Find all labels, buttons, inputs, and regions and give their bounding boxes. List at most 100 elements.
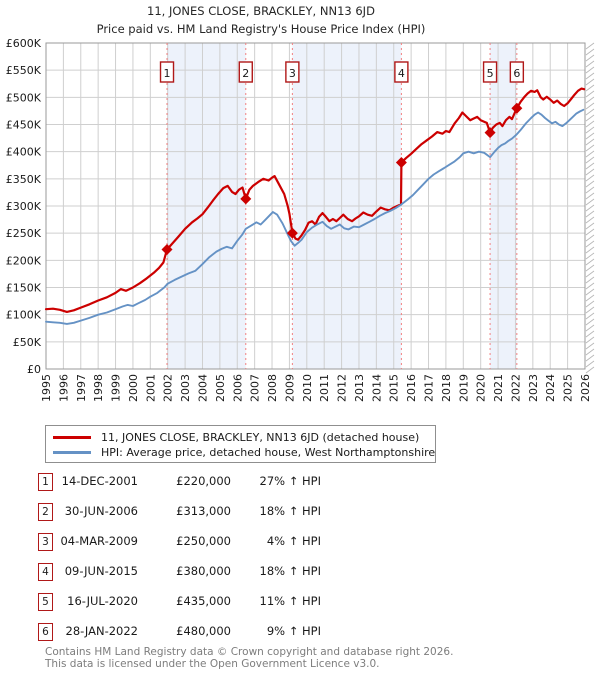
y-axis-tick-label: £100K [6, 309, 42, 322]
x-axis-tick-label: 2009 [283, 374, 296, 402]
hatch-mark [585, 138, 595, 146]
hatch-mark [585, 222, 595, 230]
hatch-mark [585, 318, 595, 326]
hatch-mark [585, 84, 595, 92]
sale-number-box [509, 61, 525, 83]
hatch-mark [585, 102, 595, 110]
hatch-mark [585, 186, 595, 194]
sale-number-box [394, 61, 409, 83]
sale-number-label: 5 [487, 67, 494, 80]
hatch-mark [585, 168, 595, 176]
hatch-mark [585, 72, 595, 80]
sale-number: 3 [38, 532, 53, 551]
sale-hpi-delta: 9% ↑ HPI [266, 624, 321, 638]
sale-number-label: 4 [398, 67, 405, 80]
hatch-mark [585, 348, 595, 356]
legend-label: HPI: Average price, detached house, West… [101, 446, 436, 459]
sale-number-label: 6 [513, 67, 520, 80]
page-subtitle: Price paid vs. HM Land Registry's House … [96, 22, 426, 36]
hatch-mark [585, 150, 595, 158]
x-axis-tick-label: 1998 [92, 374, 105, 402]
sale-date: 09-JUN-2015 [64, 564, 138, 578]
x-axis-tick-label: 1999 [110, 374, 123, 402]
hatch-mark [585, 282, 595, 290]
sale-hpi-delta: 11% ↑ HPI [259, 594, 321, 608]
hatch-mark [585, 306, 595, 314]
hatch-mark [585, 342, 595, 350]
y-axis-tick-label: £250K [6, 227, 42, 240]
sale-date: 16-JUL-2020 [67, 594, 138, 608]
hatch-mark [585, 264, 595, 272]
hatch-mark [585, 66, 595, 74]
hatch-mark [585, 192, 595, 200]
sale-hpi-delta: 27% ↑ HPI [259, 474, 321, 488]
sale-price: £380,000 [176, 564, 231, 578]
property-price-line [44, 87, 586, 313]
legend-item-property: 11, JONES CLOSE, BRACKLEY, NN13 6JD (det… [53, 430, 429, 445]
x-axis-tick-label: 1995 [40, 374, 53, 402]
sale-marker-diamond [484, 127, 496, 139]
sale-number-box [238, 61, 253, 83]
hatch-mark [585, 162, 595, 170]
footer-line-1: Contains HM Land Registry data © Crown c… [45, 646, 454, 658]
x-axis-tick-label: 2007 [249, 374, 262, 402]
hatch-mark [585, 204, 595, 212]
sale-number-label: 3 [289, 67, 296, 80]
x-axis-tick-label: 2026 [579, 374, 592, 402]
license-footer: Contains HM Land Registry data © Crown c… [45, 646, 454, 670]
sale-number-box [159, 61, 175, 83]
sale-date: 14-DEC-2001 [61, 474, 138, 488]
x-axis-tick-label: 2024 [544, 374, 557, 402]
sale-row: 2 30-JUN-2006 £313,000 18% ↑ HPI [38, 502, 321, 521]
hatch-mark [585, 312, 595, 320]
x-axis-tick-label: 2025 [562, 374, 575, 402]
hatch-mark [585, 330, 595, 338]
hatch-mark [585, 210, 595, 218]
x-axis-tick-label: 2003 [179, 374, 192, 402]
y-axis-tick-label: £400K [6, 146, 42, 159]
x-axis-tick-label: 2005 [214, 374, 227, 402]
footer-line-2: This data is licensed under the Open Gov… [45, 657, 380, 670]
hatch-mark [585, 252, 595, 260]
hatch-mark [585, 360, 595, 368]
sale-hpi-delta: 18% ↑ HPI [259, 564, 321, 578]
hpi-line [45, 108, 585, 325]
hatch-mark [585, 120, 595, 128]
sale-row: 1 14-DEC-2001 £220,000 27% ↑ HPI [38, 472, 321, 491]
hatch-mark [585, 42, 595, 50]
hatch-mark [585, 258, 595, 266]
hatch-mark [585, 132, 595, 140]
sale-row: 5 16-JUL-2020 £435,000 11% ↑ HPI [38, 592, 321, 611]
x-axis-tick-label: 2019 [457, 374, 470, 402]
x-axis-tick-label: 2001 [144, 374, 157, 402]
sale-number: 2 [38, 502, 53, 521]
x-axis-tick-label: 2011 [318, 374, 331, 402]
sale-number: 4 [38, 562, 53, 581]
legend-label: 11, JONES CLOSE, BRACKLEY, NN13 6JD (det… [101, 431, 420, 444]
hatch-mark [585, 288, 595, 296]
sale-marker-diamond [240, 193, 252, 205]
x-axis-tick-label: 2017 [423, 374, 436, 402]
property-line-swatch [53, 436, 91, 439]
x-axis-tick-label: 2020 [475, 374, 488, 402]
x-axis-tick-label: 2013 [353, 374, 366, 402]
hatch-mark [585, 126, 595, 134]
hatch-mark [585, 60, 595, 68]
hatch-mark [585, 246, 595, 254]
hatch-mark [585, 156, 595, 164]
x-axis-tick-label: 2016 [405, 374, 418, 402]
hatch-mark [585, 276, 595, 284]
hatch-mark [585, 324, 595, 332]
y-axis-tick-label: £0 [27, 363, 41, 376]
hatch-mark [585, 234, 595, 242]
sale-price: £313,000 [176, 504, 231, 518]
x-axis-tick-label: 2002 [162, 374, 175, 402]
y-axis-tick-label: £550K [6, 64, 42, 77]
y-axis-tick-label: £200K [6, 254, 42, 267]
hatch-mark [585, 114, 595, 122]
sale-number-box [285, 61, 300, 83]
hatch-mark [585, 198, 595, 206]
hatch-mark [585, 48, 595, 56]
x-axis-tick-label: 2021 [492, 374, 505, 402]
